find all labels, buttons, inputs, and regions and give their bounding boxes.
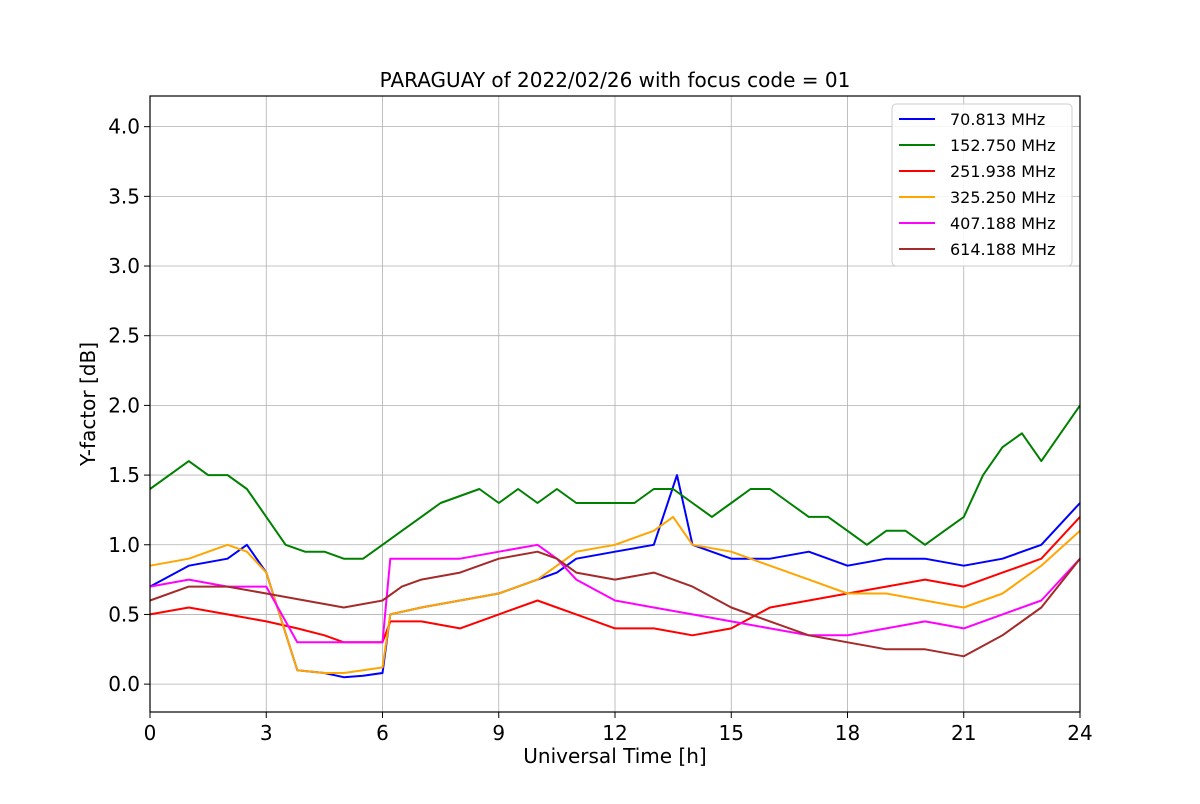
series-group xyxy=(149,404,1081,679)
legend-label: 325.250 MHz xyxy=(950,188,1055,207)
legend-label: 70.813 MHz xyxy=(950,110,1045,129)
series-line-4 xyxy=(149,515,1081,674)
y-tick-label: 3.0 xyxy=(108,254,140,278)
x-axis-label: Universal Time [h] xyxy=(523,744,706,768)
series-line-3 xyxy=(149,516,1081,644)
legend-label: 152.750 MHz xyxy=(950,136,1055,155)
legend-label: 614.188 MHz xyxy=(950,240,1055,259)
series-line-6 xyxy=(149,550,1081,658)
x-tick-label: 6 xyxy=(376,721,389,745)
x-tick-label: 15 xyxy=(719,721,744,745)
y-tick-label: 1.5 xyxy=(108,463,140,487)
y-tick-label: 2.0 xyxy=(108,393,140,417)
y-tick-label: 1.0 xyxy=(108,533,140,557)
y-tick-label: 4.0 xyxy=(108,115,140,139)
y-tick-label: 0.0 xyxy=(108,672,140,696)
y-tick-label: 3.5 xyxy=(108,184,140,208)
x-tick-label: 3 xyxy=(260,721,273,745)
y-tick-label: 2.5 xyxy=(108,324,140,348)
grid xyxy=(149,96,1081,712)
legend-label: 251.938 MHz xyxy=(950,162,1055,181)
series-line-2 xyxy=(149,404,1081,560)
x-tick-label: 9 xyxy=(492,721,505,745)
chart-title: PARAGUAY of 2022/02/26 with focus code =… xyxy=(380,68,851,92)
x-tick-label: 12 xyxy=(602,721,627,745)
x-tick-label: 0 xyxy=(144,721,157,745)
x-tick-label: 18 xyxy=(835,721,860,745)
legend-label: 407.188 MHz xyxy=(950,214,1055,233)
y-tick-label: 0.5 xyxy=(108,602,140,626)
x-tick-label: 24 xyxy=(1067,721,1092,745)
legend-box xyxy=(891,103,1073,267)
x-tick-label: 21 xyxy=(951,721,976,745)
y-axis-label: Y-factor [dB] xyxy=(76,342,100,467)
legend: 70.813 MHz 152.750 MHz 251.938 MHz 325.250 … xyxy=(891,103,1073,267)
ticks: 0 3 6 9 12 15 18 21 24 0.0 0.5 1.0 1.5 2.0 2.5 3.0 3.5 4.… xyxy=(108,115,1093,745)
